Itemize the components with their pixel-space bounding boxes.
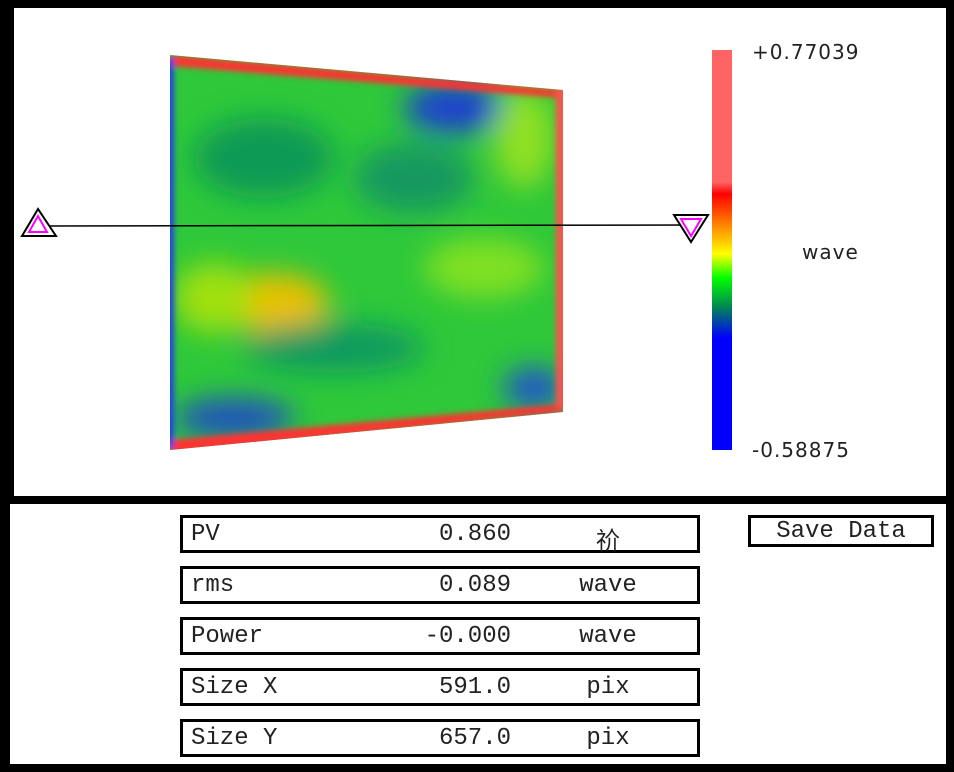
stat-unit: wave: [579, 623, 637, 650]
stat-rms: rms 0.089 wave: [180, 566, 700, 604]
surface-map: [170, 55, 563, 450]
stat-label: rms: [191, 572, 235, 599]
stat-label: Size X: [191, 674, 278, 701]
colorbar: [712, 50, 732, 450]
stat-label: PV: [191, 521, 220, 548]
stat-value: 591.0: [438, 674, 511, 701]
stat-size-y: Size Y 657.0 pix: [180, 719, 700, 757]
statistics-panel: PV 0.860 祄 rms 0.089 wave Power -0.000 w…: [10, 504, 946, 764]
stat-unit: 祄: [596, 530, 620, 557]
stat-unit: wave: [579, 572, 637, 599]
stat-unit: pix: [586, 674, 630, 701]
profile-line[interactable]: [37, 224, 691, 227]
colorbar-min-label: -0.58875: [752, 438, 850, 462]
stat-power: Power -0.000 wave: [180, 617, 700, 655]
stat-size-x: Size X 591.0 pix: [180, 668, 700, 706]
stat-pv: PV 0.860 祄: [180, 515, 700, 557]
wavefront-map: [20, 50, 732, 450]
save-data-button[interactable]: Save Data: [748, 515, 934, 547]
stat-value: 0.860: [438, 521, 511, 548]
wavefront-map-panel: +0.77039 wave -0.58875: [14, 8, 946, 496]
stat-value: -0.000: [424, 623, 511, 650]
stat-value: 0.089: [438, 572, 511, 599]
stat-label: Size Y: [191, 725, 278, 752]
colorbar-unit-label: wave: [802, 240, 859, 264]
colorbar-max-label: +0.77039: [752, 40, 860, 64]
stat-value: 657.0: [438, 725, 511, 752]
stat-label: Power: [191, 623, 264, 650]
stat-unit: pix: [586, 725, 630, 752]
